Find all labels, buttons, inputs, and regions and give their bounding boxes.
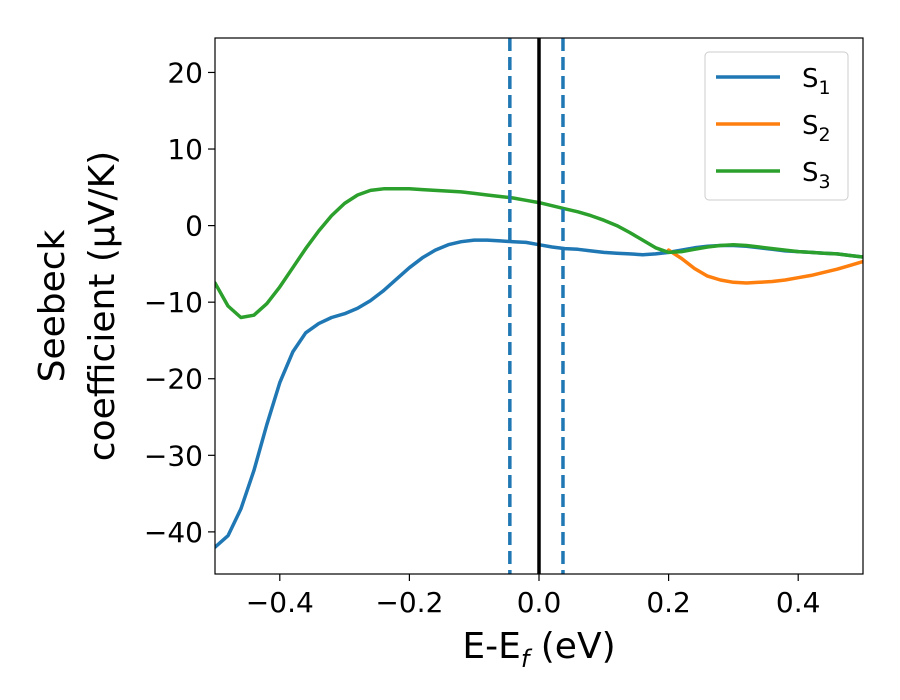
y-axis-label: Seebeck coefficient (μV/K) — [32, 151, 123, 461]
y-axis-label-line2: coefficient (μV/K) — [82, 151, 123, 461]
plot-area — [215, 38, 863, 574]
y-tick-label: 10 — [167, 133, 203, 166]
x-axis-label: E-Ef (eV) — [462, 626, 615, 673]
legend-label-s2: S2 — [802, 111, 831, 146]
x-tick-label: 0.2 — [646, 586, 691, 619]
y-axis-label-line1: Seebeck — [32, 229, 73, 382]
legend: S1 S2 S3 — [704, 51, 849, 201]
x-tick-label: 0.4 — [776, 586, 821, 619]
x-tick-label: 0.0 — [517, 586, 562, 619]
y-tick-label: 20 — [167, 56, 203, 89]
legend-label-s3: S3 — [802, 158, 831, 193]
y-tick-label: −10 — [144, 286, 203, 319]
y-tick-label: −20 — [144, 363, 203, 396]
legend-box — [704, 51, 849, 201]
axes: −0.4 −0.2 0.0 0.2 0.4 20 10 0 −10 −20 −30 −40 — [144, 56, 821, 619]
y-tick-label: −40 — [144, 516, 203, 549]
y-tick-label: 0 — [185, 210, 203, 243]
series-line-s2 — [666, 248, 863, 285]
x-tick-label: −0.4 — [246, 586, 314, 619]
legend-label-s1: S1 — [802, 64, 831, 99]
y-tick-label: −30 — [144, 439, 203, 472]
x-tick-label: −0.2 — [375, 586, 443, 619]
